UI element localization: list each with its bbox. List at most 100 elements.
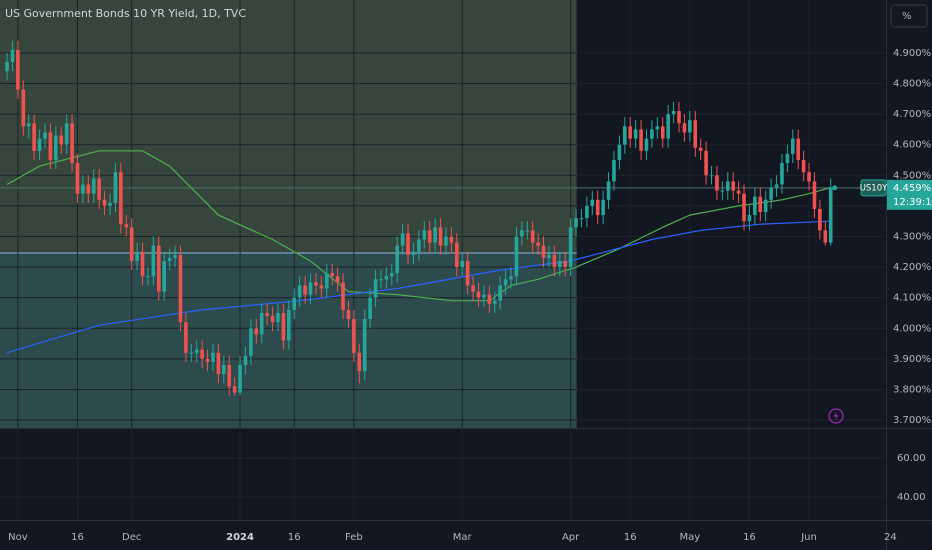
candle-body xyxy=(10,49,15,63)
x-tick-label: May xyxy=(679,532,700,543)
candle-body xyxy=(563,260,567,268)
candle-body xyxy=(514,236,519,277)
candle-body xyxy=(222,364,226,375)
candle-body xyxy=(178,254,183,323)
candle-body xyxy=(557,260,562,268)
candle-body xyxy=(48,132,53,161)
x-tick-label: Mar xyxy=(453,532,473,543)
candle-body xyxy=(704,150,708,176)
candle-body xyxy=(140,251,145,277)
scale-button-label[interactable]: % xyxy=(902,11,912,22)
price-badge xyxy=(887,179,932,210)
candle-body xyxy=(498,285,502,301)
candle-body xyxy=(590,199,595,206)
candle-body xyxy=(341,282,345,310)
x-tick-label: 16 xyxy=(71,532,84,543)
candle-body xyxy=(671,111,676,115)
candle-body xyxy=(243,355,248,365)
candle-body xyxy=(81,184,85,194)
candle-body xyxy=(698,147,703,151)
candle-body xyxy=(801,160,806,173)
candle-body xyxy=(693,120,698,148)
candle-body xyxy=(807,172,811,182)
y-tick-label: 4.800% xyxy=(893,79,931,90)
y-tick-label: 4.000% xyxy=(893,323,931,334)
candle-body xyxy=(579,218,584,220)
candle-body xyxy=(547,254,551,258)
candle-body xyxy=(314,282,318,286)
candle-body xyxy=(395,245,400,274)
candle-body xyxy=(389,273,394,277)
candle-body xyxy=(211,352,215,362)
candle-body xyxy=(324,273,329,289)
candle-body xyxy=(379,279,383,281)
candle-body xyxy=(758,196,763,213)
y-tick-label: 3.700% xyxy=(893,415,931,426)
alert-icon[interactable] xyxy=(828,408,844,424)
candle-body xyxy=(227,364,232,387)
candle-body xyxy=(769,187,773,200)
candle-body xyxy=(639,129,643,151)
axes: 4.900%4.800%4.700%4.600%4.500%4.400%4.30… xyxy=(8,48,932,543)
y-tick-label: 4.500% xyxy=(893,170,931,181)
candle-body xyxy=(449,236,454,243)
chart-title: US Government Bonds 10 YR Yield, 1D, TVC xyxy=(5,7,246,20)
candle-body xyxy=(265,312,269,317)
candle-body xyxy=(612,160,616,182)
candle-body xyxy=(492,300,497,304)
background-layer xyxy=(0,0,577,428)
candle-body xyxy=(536,242,540,246)
candle-body xyxy=(688,120,692,133)
candle-body xyxy=(97,178,101,200)
x-tick-label: Feb xyxy=(345,532,363,543)
moving-average-line xyxy=(6,150,831,302)
candle-body xyxy=(216,352,221,375)
y-tick-label: 4.100% xyxy=(893,293,931,304)
candle-body xyxy=(303,285,307,295)
candle-body xyxy=(742,193,746,222)
candle-body xyxy=(460,260,465,268)
candle-body xyxy=(541,245,546,258)
y-tick-label: 4.700% xyxy=(893,109,931,120)
candle-body xyxy=(16,49,20,90)
candle-body xyxy=(151,245,156,277)
candle-body xyxy=(26,123,31,127)
candle-body xyxy=(373,279,378,298)
candle-body xyxy=(660,126,665,139)
x-tick-label: 16 xyxy=(743,532,756,543)
candle-body xyxy=(633,129,638,139)
candle-body xyxy=(37,138,42,151)
candle-body xyxy=(319,285,324,289)
candle-body xyxy=(677,111,681,124)
candle-body xyxy=(259,312,264,335)
candle-body xyxy=(747,215,752,222)
candle-body xyxy=(270,316,275,323)
candle-body xyxy=(715,175,719,191)
candle-body xyxy=(552,254,557,268)
y-tick-label: 4.900% xyxy=(893,48,931,59)
candle-body xyxy=(108,202,112,206)
candle-body xyxy=(731,181,735,191)
candle-body xyxy=(254,328,259,335)
candle-body xyxy=(297,285,302,298)
candle-body xyxy=(156,245,161,292)
candle-body xyxy=(281,312,286,341)
candle-body xyxy=(606,181,611,200)
candle-body xyxy=(205,358,210,362)
candle-body xyxy=(335,276,340,283)
moving-average-line xyxy=(6,220,831,354)
candle-body xyxy=(146,276,150,278)
candle-body xyxy=(417,239,421,252)
candle-body xyxy=(476,291,481,298)
candle-body xyxy=(368,297,372,320)
candle-body xyxy=(43,132,47,139)
candle-body xyxy=(86,184,91,194)
candle-body xyxy=(135,251,139,261)
candle-body xyxy=(119,172,123,225)
candle-body xyxy=(530,230,535,243)
scale-button[interactable] xyxy=(890,4,928,28)
candle-body xyxy=(362,319,367,372)
lower-tick-label: 60.00 xyxy=(897,453,926,464)
candle-body xyxy=(574,218,578,228)
y-tick-label: 3.800% xyxy=(893,384,931,395)
